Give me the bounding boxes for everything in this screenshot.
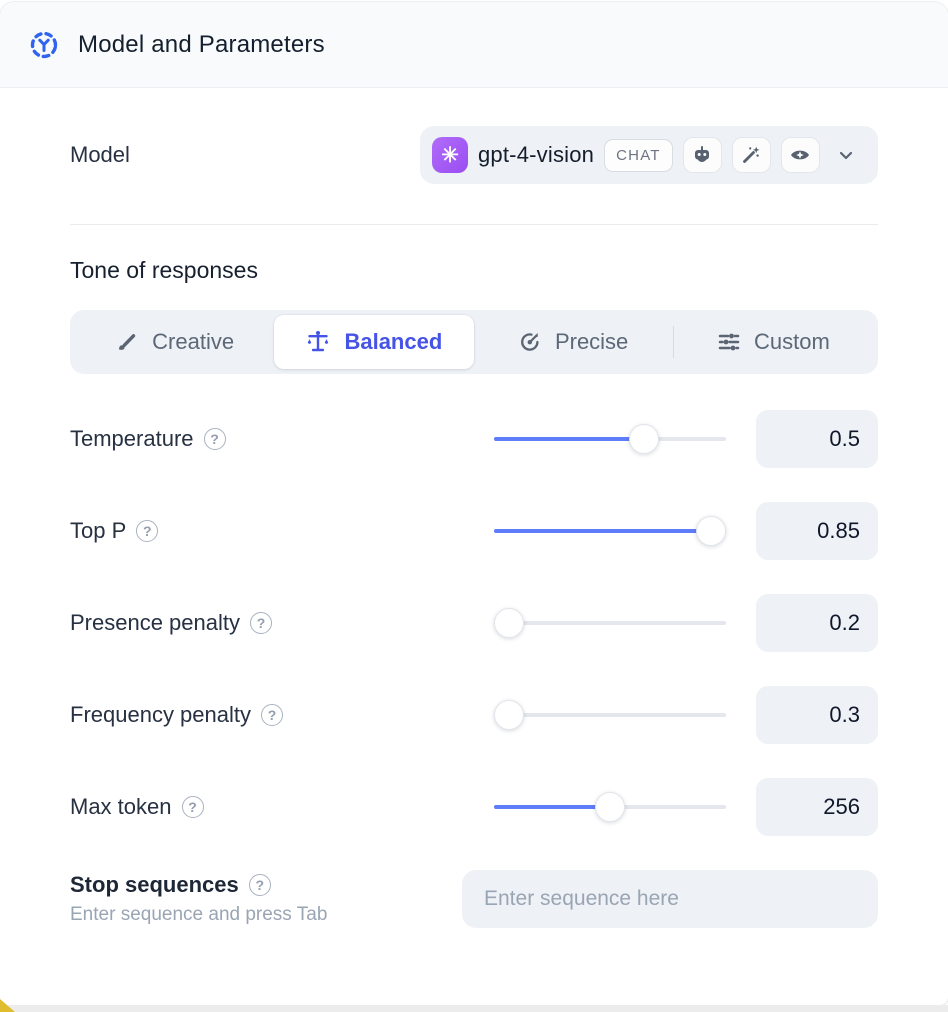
slider-fill [494, 529, 726, 533]
param-row-top-p: Top P ? [70, 502, 878, 560]
chevron-down-icon [834, 143, 858, 167]
stop-sequence-input[interactable] [462, 870, 878, 928]
param-row-max-token: Max token ? [70, 778, 878, 836]
top-p-slider[interactable] [494, 516, 726, 546]
top-p-value-field[interactable] [756, 502, 878, 560]
presence-penalty-label: Presence penalty ? [70, 610, 464, 636]
slider-track [494, 713, 726, 717]
help-icon[interactable]: ? [181, 796, 204, 818]
top-p-label: Top P ? [70, 518, 464, 544]
help-icon[interactable]: ? [261, 704, 283, 726]
tone-segmented-control: Creative Balanced [70, 310, 878, 374]
temperature-label: Temperature ? [70, 426, 464, 452]
model-label: Model [70, 142, 130, 167]
tone-option-label: Creative [152, 329, 235, 354]
slider-thumb[interactable] [595, 792, 625, 822]
tone-option-creative[interactable]: Creative [75, 315, 274, 369]
robot-icon [682, 137, 722, 173]
tone-option-label: Precise [554, 329, 629, 354]
tone-option-precise[interactable]: Precise [474, 315, 673, 369]
slider-thumb[interactable] [494, 700, 524, 730]
temperature-value-field[interactable] [756, 410, 878, 468]
max-token-label: Max token ? [70, 794, 464, 820]
param-label-text: Frequency penalty [70, 702, 251, 727]
slider-thumb[interactable] [629, 424, 660, 454]
segment-divider [672, 326, 674, 358]
frequency-penalty-value-field[interactable] [756, 686, 878, 744]
openai-logo-icon: ✳ [432, 137, 468, 173]
param-row-temperature: Temperature ? [70, 410, 878, 468]
magic-wand-icon [731, 137, 771, 173]
param-row-frequency-penalty: Frequency penalty ? [70, 686, 878, 744]
help-icon[interactable]: ? [203, 428, 226, 450]
panel-title: Model and Parameters [78, 30, 325, 58]
stop-sequences-row: Stop sequences ? Enter sequence and pres… [70, 870, 878, 928]
help-icon[interactable]: ? [136, 520, 159, 542]
vision-eye-icon [780, 137, 820, 173]
selected-model-name: gpt-4-vision [478, 142, 595, 167]
param-label-text: Max token [70, 794, 172, 819]
slider-fill [494, 437, 650, 441]
tone-option-custom[interactable]: Custom [674, 315, 873, 369]
target-arrow-icon [518, 330, 542, 354]
slider-thumb[interactable] [494, 608, 524, 638]
model-row: Model ✳ gpt-4-vision CHAT [70, 126, 878, 184]
paintbrush-icon [115, 330, 139, 354]
presence-penalty-value-field[interactable] [756, 594, 878, 652]
stop-sequences-label-text: Stop sequences [70, 872, 239, 897]
balance-scale-icon [305, 329, 331, 355]
slider-thumb[interactable] [696, 516, 726, 546]
section-divider [70, 224, 878, 225]
bottom-page-strip [0, 1005, 948, 1012]
presence-penalty-slider[interactable] [494, 608, 726, 638]
tone-option-label: Custom [753, 329, 830, 354]
temperature-slider[interactable] [494, 424, 726, 454]
tone-option-balanced[interactable]: Balanced [274, 315, 474, 369]
stop-sequences-label: Stop sequences ? [70, 872, 464, 898]
param-row-presence-penalty: Presence penalty ? [70, 594, 878, 652]
help-icon[interactable]: ? [250, 612, 272, 634]
param-label-text: Presence penalty [70, 610, 240, 635]
tone-option-label: Balanced [344, 329, 443, 354]
tone-heading: Tone of responses [70, 257, 258, 283]
stop-sequences-hint: Enter sequence and press Tab [70, 904, 328, 925]
model-type-badge: CHAT [604, 138, 673, 172]
slider-track [494, 621, 726, 625]
help-icon[interactable]: ? [248, 874, 271, 896]
max-token-slider[interactable] [494, 792, 726, 822]
model-select[interactable]: ✳ gpt-4-vision CHAT [420, 126, 878, 184]
frequency-penalty-label: Frequency penalty ? [70, 702, 464, 728]
slider-fill [494, 805, 610, 809]
max-token-value-field[interactable] [756, 778, 878, 836]
stop-sequences-label-group: Stop sequences ? Enter sequence and pres… [70, 872, 464, 926]
model-hub-icon [28, 29, 60, 61]
frequency-penalty-slider[interactable] [494, 700, 726, 730]
param-label-text: Top P [70, 518, 127, 543]
panel-body: Model ✳ gpt-4-vision CHAT [0, 88, 948, 1005]
param-label-text: Temperature [70, 426, 194, 451]
sliders-icon [717, 330, 741, 354]
panel-header: Model and Parameters [0, 2, 948, 88]
